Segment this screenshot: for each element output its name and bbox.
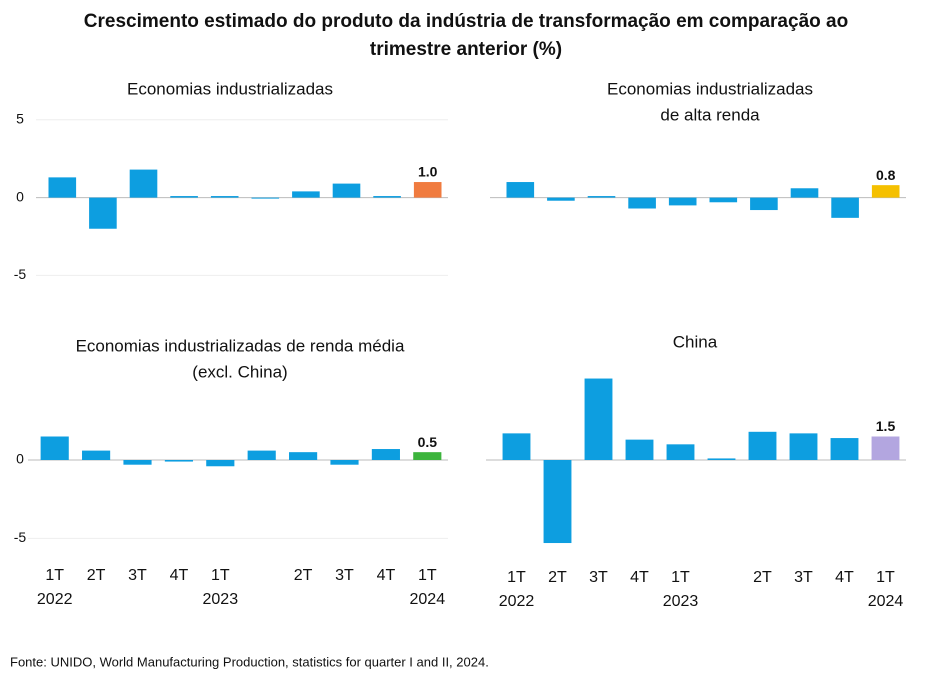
x-year-label: 2022 xyxy=(499,593,535,610)
bar xyxy=(413,182,442,198)
panel-title: (excl. China) xyxy=(192,362,287,381)
x-tick-label: 4T xyxy=(170,567,189,584)
bar xyxy=(82,450,111,460)
bar xyxy=(547,197,575,201)
x-year-label: 2024 xyxy=(410,591,446,608)
bar xyxy=(709,197,738,203)
bar xyxy=(48,177,77,198)
value-label: 0.5 xyxy=(418,434,438,450)
bar xyxy=(584,378,613,460)
value-label: 1.5 xyxy=(876,418,896,434)
bar xyxy=(89,197,117,229)
x-tick-label: 3T xyxy=(794,569,813,586)
value-label: 1.0 xyxy=(418,164,438,180)
x-tick-label: 3T xyxy=(335,567,354,584)
bar xyxy=(123,460,152,465)
x-tick-label: 4T xyxy=(630,569,649,586)
bar xyxy=(251,197,280,199)
bar xyxy=(413,452,442,460)
bar xyxy=(373,196,401,198)
bar xyxy=(831,197,859,218)
bar xyxy=(292,191,320,198)
bar xyxy=(587,196,616,198)
y-tick-label: -5 xyxy=(14,529,27,545)
chart-title: trimestre anterior (%) xyxy=(370,39,562,60)
bar xyxy=(289,452,318,460)
bar xyxy=(129,169,158,198)
x-tick-label: 1T xyxy=(507,569,526,586)
panel-title: China xyxy=(673,332,718,351)
y-tick-label: -5 xyxy=(14,266,27,282)
bar xyxy=(668,197,697,206)
bar xyxy=(790,188,819,198)
panel-title: Economias industrializadas xyxy=(607,79,813,98)
y-tick-label: 0 xyxy=(16,188,24,204)
bar xyxy=(506,182,535,198)
bar xyxy=(164,460,193,462)
bar xyxy=(666,444,695,460)
x-tick-label: 2T xyxy=(548,569,567,586)
bar xyxy=(625,439,654,460)
value-label: 0.8 xyxy=(876,167,896,183)
panel-title: Economias industrializadas de renda médi… xyxy=(76,336,405,355)
bar xyxy=(330,460,359,465)
bar xyxy=(206,460,235,467)
x-tick-label: 4T xyxy=(377,567,396,584)
bar xyxy=(628,197,656,209)
bar xyxy=(789,433,818,460)
bar xyxy=(871,436,900,460)
x-tick-label: 1T xyxy=(211,567,230,584)
source-note: Fonte: UNIDO, World Manufacturing Produc… xyxy=(10,654,489,669)
y-tick-label: 5 xyxy=(16,110,24,126)
x-tick-label: 2T xyxy=(294,567,313,584)
x-year-label: 2022 xyxy=(37,591,73,608)
panel-title: de alta renda xyxy=(660,105,760,124)
bar xyxy=(871,185,900,198)
x-tick-label: 1T xyxy=(671,569,690,586)
bar xyxy=(210,196,239,198)
chart-title: Crescimento estimado do produto da indús… xyxy=(84,11,848,32)
x-tick-label: 1T xyxy=(876,569,895,586)
bar xyxy=(371,449,400,460)
x-tick-label: 3T xyxy=(589,569,608,586)
bar xyxy=(830,438,859,460)
bar xyxy=(247,450,276,460)
bar xyxy=(750,197,778,211)
x-tick-label: 1T xyxy=(418,567,437,584)
x-year-label: 2024 xyxy=(868,593,904,610)
x-tick-label: 2T xyxy=(753,569,772,586)
panel-title: Economias industrializadas xyxy=(127,79,333,98)
y-tick-label: 0 xyxy=(16,451,24,467)
bar xyxy=(332,183,361,198)
x-tick-label: 3T xyxy=(128,567,147,584)
bar xyxy=(502,433,531,460)
x-year-label: 2023 xyxy=(203,591,239,608)
x-tick-label: 2T xyxy=(87,567,106,584)
bar xyxy=(707,458,736,460)
bar xyxy=(748,431,777,460)
x-year-label: 2023 xyxy=(663,593,699,610)
x-tick-label: 4T xyxy=(835,569,854,586)
x-tick-label: 1T xyxy=(45,567,64,584)
bar xyxy=(170,196,198,198)
bar xyxy=(40,436,69,460)
bar xyxy=(543,460,572,544)
